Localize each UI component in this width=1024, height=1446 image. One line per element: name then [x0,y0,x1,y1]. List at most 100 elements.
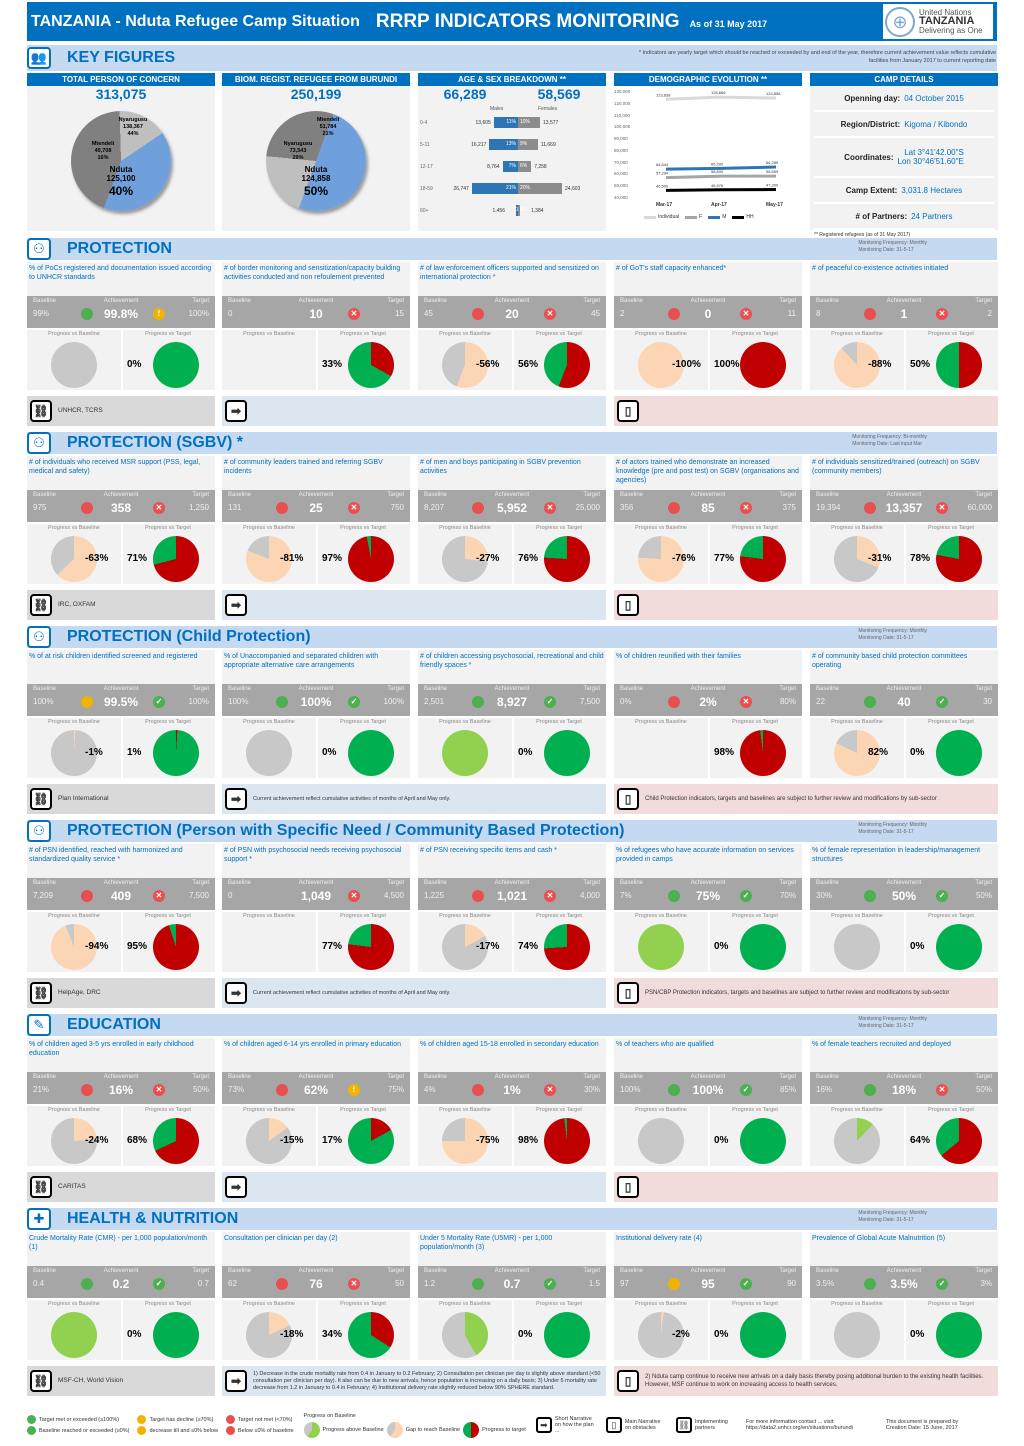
achievement-label: Achievement [690,492,726,498]
monitoring-info: Monitoring Frequency: Monthly Monitoring … [858,240,927,254]
progress-baseline-label: Progress vs Baseline [831,913,883,919]
achievement-label: Achievement [494,298,530,304]
baseline-label: Baseline [424,492,448,498]
baseline-label: Baseline [620,880,644,886]
y-tick: 100,000 [614,124,631,130]
divider [512,718,514,780]
progress-legend: Progress on Baseline Progress above Basel… [303,1413,526,1438]
baseline-label: Baseline [816,880,840,886]
contact-info: For more information contact ... visit: … [745,1419,853,1431]
male-total: 66,289 [443,86,487,102]
target-status-icon: ✕ [936,1084,948,1096]
baseline-status-icon [81,696,93,708]
target-label: Target [192,1268,209,1274]
achievement-label: Achievement [494,1268,530,1274]
baseline-status-icon [668,502,680,514]
target-progress-pie [936,1118,982,1164]
divider [121,1106,123,1168]
progress-baseline-label: Progress vs Baseline [243,525,295,531]
achievement-value: 1,021 [496,889,528,903]
indicator-card: # of community based child protection co… [810,650,998,780]
slice-name: Mtendeli [91,141,115,147]
target-status-icon: ✓ [740,1084,752,1096]
target-status-icon: ✕ [936,308,948,320]
target-status-icon: ✕ [348,1278,360,1290]
target-value: 50 [395,1279,404,1288]
indicator-card: Institutional delivery rate (4) Baseline A… [614,1232,802,1362]
target-progress-pie [936,1312,982,1358]
target-status-icon: ✕ [740,308,752,320]
baseline-value: 131 [228,503,242,512]
target-progress-pie [153,730,199,776]
camp-footnote: ** Registered refugees (as of 31 May 201… [810,230,998,240]
target-progress-pie [740,1312,786,1358]
target-progress-value: 17% [322,1135,343,1146]
baseline-value: 0% [620,697,632,706]
achievement-value: 1,049 [300,889,332,903]
target-progress-value: 74% [518,941,539,952]
baseline-progress-pie [51,1118,97,1164]
kf-label: BIOM. REGIST. REFUGEE FROM BURUNDI [222,73,410,86]
baseline-value: 1,225 [424,891,445,900]
slice-value: 51,784 [319,124,337,130]
challenges-box: ▯ 2) Nduta camp continue to receive new a… [614,1366,998,1396]
pie-slice-label: Nduta 125,100 40% [99,165,143,198]
baseline-label: Baseline [33,880,57,886]
indicator-title: # of actors trained who demonstrate an i… [614,456,802,490]
progress-target-label: Progress vs Target [145,525,191,531]
baseline-progress-value: -88% [868,359,892,370]
progress-target-label: Progress vs Target [732,913,778,919]
achievement-value: 0.2 [112,1277,130,1291]
slice-name: Nduta [304,165,328,174]
target-progress-pie [348,1312,394,1358]
kf-gender-totals: 66,289 58,569 [418,86,606,103]
legend-item: Target met or exceeded (≥100%) [27,1415,129,1424]
kf-pie-area: Nyarugusu 138,367 44% Mtendeli 49,708 16% Ndut… [27,103,215,231]
baseline-label: Baseline [620,1074,644,1080]
baseline-status-icon [864,696,876,708]
achievement-value: 75% [695,889,721,903]
achievement-value: 3.5% [890,1277,918,1291]
indicator-title: # of border monitoring and sensitization… [222,262,410,296]
progress-baseline-label: Progress vs Baseline [635,1301,687,1307]
series-line-HH [665,188,777,192]
age-sex-pyramid: Males Females 0-4 11% 10% 13,605 13,577 5-11 13%… [418,103,606,231]
battery-icon: ▯ [605,1417,622,1433]
baseline-status-icon [81,1278,93,1290]
monitoring-line: Monitoring Frequency: Monthly [858,1210,927,1216]
target-status-icon: ✕ [348,502,360,514]
target-value: 375 [782,503,796,512]
female-bar: 1% [518,205,527,216]
indicator-stats: Baseline Achievement Target 0% 2% 80% ✕ [614,684,802,716]
indicator-title: # of individuals who received MSR suppor… [27,456,215,490]
baseline-status-icon [81,308,93,320]
indicator-title: % of children aged 3-5 yrs enrolled in e… [27,1038,215,1072]
progress-target-label: Progress vs Target [145,1301,191,1307]
baseline-value: 4% [424,1085,436,1094]
female-bar: 10% [518,117,540,128]
monitoring-line: Monitoring Date: 31-5-17 [858,1217,914,1223]
x-tick: Apr-17 [711,202,727,208]
report-date: As of 31 May 2017 [689,19,768,29]
indicator-card: % of female representation in leadership… [810,844,998,974]
progress-target-label: Progress vs Target [732,525,778,531]
achievement-value: 409 [110,889,132,903]
target-label: Target [975,492,992,498]
challenges-box: ▯ [614,396,998,426]
status-icon [27,1415,36,1424]
legend-item: HH [732,214,754,220]
target-label: Target [192,1074,209,1080]
page-title: TANZANIA - Nduta Refugee Camp Situation [31,12,360,30]
legend-text: decrease till and ≤0% below [149,1427,218,1434]
indicator-title: % of female teachers recruited and deplo… [810,1038,998,1072]
target-label: Target [583,492,600,498]
prepared-text: This document is prepared by [885,1419,959,1425]
target-progress-value: 71% [127,553,148,564]
indicator-title: % of Unaccompanied and separated childre… [222,650,410,684]
achievement-label: Achievement [103,1268,139,1274]
legend-swatch [732,215,745,219]
baseline-progress-pie [442,924,488,970]
progress-target-label: Progress vs Target [928,331,974,337]
indicator-stats: Baseline Achievement Target 356 85 375 ✕ [614,490,802,522]
progress-baseline-label: Progress vs Baseline [635,331,687,337]
